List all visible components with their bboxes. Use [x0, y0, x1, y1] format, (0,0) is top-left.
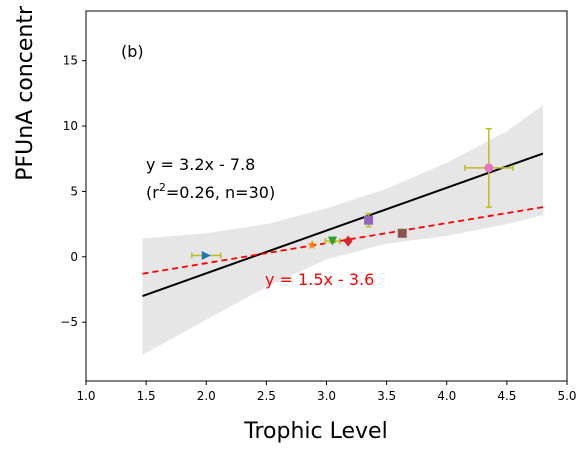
- regression-stats: (r2=0.26, n=30): [146, 181, 275, 202]
- y-tick-label: 0: [70, 250, 78, 264]
- marker-diamond: [343, 235, 353, 247]
- alt-regression-equation: y = 1.5x - 3.6: [265, 270, 374, 289]
- y-tick-label: −5: [60, 315, 78, 329]
- panel-label: (b): [121, 42, 144, 61]
- x-tick-label: 5.0: [557, 389, 576, 403]
- alt-regression-line: [142, 206, 544, 275]
- marker-square: [397, 228, 407, 238]
- tick-layer: 1.0 1.5 2.0 2.5 3.0 3.5 4.0 4.5 5.0 −5 0 5 10 15: [60, 54, 576, 403]
- data-point: [307, 240, 317, 250]
- confidence-band: [142, 105, 543, 355]
- data-point-layer: [191, 127, 514, 260]
- data-point: [191, 250, 222, 260]
- marker-triangle-right: [201, 250, 211, 260]
- x-tick-label: 2.5: [257, 389, 276, 403]
- x-tick-label: 3.5: [377, 389, 396, 403]
- marker-star: [307, 240, 317, 250]
- y-tick-label: 15: [63, 54, 78, 68]
- regression-line-layer: [142, 152, 544, 297]
- x-axis-title: Trophic Level: [243, 419, 387, 444]
- x-tick-label: 4.5: [497, 389, 516, 403]
- data-point: [343, 235, 353, 247]
- marker-triangle-down: [328, 236, 338, 246]
- data-point: [464, 127, 514, 208]
- y-tick-label: 5: [70, 184, 78, 198]
- y-axis-title: PFUnA concentr: [13, 5, 38, 181]
- x-tick-label: 1.0: [76, 389, 95, 403]
- y-tick-label: 10: [63, 119, 78, 133]
- data-point: [364, 212, 374, 228]
- regression-equation: y = 3.2x - 7.8: [146, 155, 255, 174]
- x-tick-label: 1.5: [137, 389, 156, 403]
- data-point: [324, 236, 341, 246]
- confidence-band-layer: [142, 105, 543, 355]
- x-tick-label: 4.0: [437, 389, 456, 403]
- regression-line: [142, 152, 544, 297]
- x-tick-label: 2.0: [197, 389, 216, 403]
- marker-circle: [484, 163, 494, 173]
- marker-square: [364, 215, 374, 225]
- x-tick-label: 3.0: [317, 389, 336, 403]
- data-point: [397, 228, 407, 238]
